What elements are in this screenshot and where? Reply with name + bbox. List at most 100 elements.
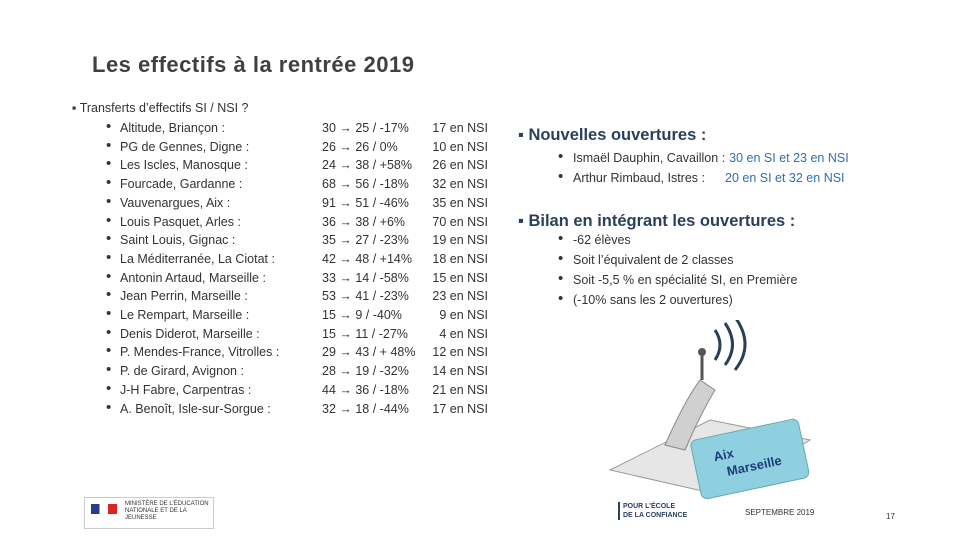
change: 30 → 25 / -17% [322, 121, 409, 135]
left-heading: ▪ Transferts d’effectifs SI / NSI ? [72, 101, 249, 115]
antenna-tip [698, 348, 706, 356]
item: Soit l’équivalent de 2 classes [573, 253, 734, 267]
bullet: • [106, 379, 112, 397]
bullet: • [106, 155, 112, 173]
school: Altitude, Briançon : [120, 121, 225, 135]
slide-title: Les effectifs à la rentrée 2019 [92, 52, 415, 77]
page-number: 17 [886, 512, 895, 521]
section-heading: ▪ Nouvelles ouvertures : [518, 126, 707, 144]
bullet: • [558, 270, 564, 287]
school: Vauvenargues, Aix : [120, 195, 231, 210]
nsi-count: 10 en NSI [432, 139, 488, 154]
bullet: • [558, 250, 564, 267]
bullet: • [558, 230, 564, 247]
school: PG de Gennes, Digne : [120, 139, 250, 154]
bullet: • [558, 148, 564, 165]
item: Ismaël Dauphin, Cavaillon :30 en SI et 2… [573, 151, 849, 165]
change: 29 → 43 / + 48% [322, 345, 416, 360]
item: Arthur Rimbaud, Istres : 20 en SI et 32 e… [573, 171, 845, 185]
flag [91, 504, 117, 514]
nsi-count: 15 en NSI [432, 270, 488, 285]
bullet: • [106, 248, 112, 266]
change: 15 → 9 / -40% [322, 308, 402, 322]
change: 91 → 51 / -46% [322, 195, 409, 210]
date: SEPTEMBRE 2019 [745, 508, 815, 517]
card: Aix Marseille [690, 418, 810, 500]
bullet: • [106, 230, 112, 248]
heading-text: Bilan en intégrant les ouvertures : [528, 212, 796, 230]
school: Jean Perrin, Marseille : [120, 289, 248, 304]
nsi-count: 19 en NSI [432, 233, 488, 248]
school: Les Iscles, Manosque : [120, 158, 248, 173]
nsi-count: 21 en NSI [432, 382, 488, 397]
item: (-10% sans les 2 ouvertures) [573, 293, 733, 307]
bullet: • [106, 267, 112, 285]
item-detail: 20 en SI et 32 en NSI [725, 171, 845, 185]
school: Le Rempart, Marseille : [120, 308, 250, 322]
item: Soit -5,5 % en spécialité SI, en Premièr… [573, 273, 797, 287]
item-label: -62 élèves [573, 233, 631, 247]
change: 35 → 27 / -23% [322, 233, 409, 248]
bullet: • [106, 398, 112, 416]
school: Denis Diderot, Marseille : [120, 326, 260, 341]
nsi-count: 70 en NSI [432, 214, 488, 229]
school: Saint Louis, Gignac : [120, 233, 236, 248]
bullet: • [558, 290, 564, 307]
nsi-count: 9 en NSI [439, 308, 488, 322]
item-label: Soit -5,5 % en spécialité SI, en Premièr… [573, 273, 798, 287]
change: 53 → 41 / -23% [322, 289, 409, 304]
school: P. de Girard, Avignon : [120, 364, 244, 379]
change: 32 → 18 / -44% [322, 401, 409, 416]
bullet: • [106, 286, 112, 304]
change: 33 → 14 / -58% [322, 270, 409, 285]
nsi-count: 17 en NSI [432, 121, 488, 135]
nsi-count: 26 en NSI [432, 158, 488, 173]
bullet: • [106, 323, 112, 341]
confiance-logo: POUR L’ÉCOLE DE LA CONFIANCE [618, 502, 687, 520]
change: 44 → 36 / -18% [322, 382, 409, 397]
nsi-count: 23 en NSI [432, 289, 488, 304]
item-label: Soit l’équivalent de 2 classes [573, 253, 734, 267]
change: 24 → 38 / +58% [322, 158, 412, 173]
change: 68 → 56 / -18% [322, 177, 409, 192]
card-text: Aix [712, 445, 736, 464]
ministry-logo: MINISTÈRE DE L’ÉDUCATION NATIONALE ET DE… [84, 497, 214, 529]
logo-line: POUR L’ÉCOLE [623, 503, 676, 510]
school: A. Benoît, Isle-sur-Sorgue : [120, 401, 271, 416]
waves [713, 320, 747, 371]
nsi-count: 35 en NSI [432, 195, 488, 210]
change: 36 → 38 / +6% [322, 214, 406, 229]
logo-line: DE LA CONFIANCE [623, 512, 688, 519]
change: 26 → 26 / 0% [322, 139, 398, 154]
bullet: • [106, 192, 112, 210]
nsi-count: 32 en NSI [432, 177, 488, 192]
school: Fourcade, Gardanne : [120, 177, 243, 192]
bullet: • [106, 211, 112, 229]
change: 42 → 48 / +14% [322, 251, 412, 266]
school: Antonin Artaud, Marseille : [120, 270, 266, 285]
school: La Méditerranée, La Ciotat : [120, 251, 275, 266]
nsi-count: 14 en NSI [432, 364, 488, 379]
bullet: • [106, 305, 112, 322]
bullet: • [106, 136, 112, 154]
heading-text: Nouvelles ouvertures : [528, 126, 707, 144]
item-label: (-10% sans les 2 ouvertures) [573, 293, 733, 307]
card-reader-illustration: Aix Marseille [608, 320, 812, 500]
item-label: Arthur Rimbaud, Istres : [573, 171, 705, 185]
bullet: • [106, 118, 112, 135]
heading-text: Transferts d’effectifs SI / NSI ? [79, 101, 249, 115]
card-body [690, 418, 810, 500]
bullet: • [106, 361, 112, 379]
school: Louis Pasquet, Arles : [120, 214, 241, 229]
nsi-count: 12 en NSI [432, 345, 488, 360]
ministry-text: MINISTÈRE DE L’ÉDUCATION NATIONALE ET DE… [125, 501, 209, 521]
bullet: • [106, 342, 112, 360]
item-detail: 30 en SI et 23 en NSI [729, 151, 849, 165]
school: P. Mendes-France, Vitrolles : [120, 345, 280, 360]
section-heading: ▪ Bilan en intégrant les ouvertures : [518, 212, 796, 230]
change: 15 → 11 / -27% [322, 326, 408, 341]
nsi-count: 4 en NSI [439, 326, 488, 341]
item: -62 élèves [573, 233, 631, 247]
bullet: • [558, 168, 564, 185]
